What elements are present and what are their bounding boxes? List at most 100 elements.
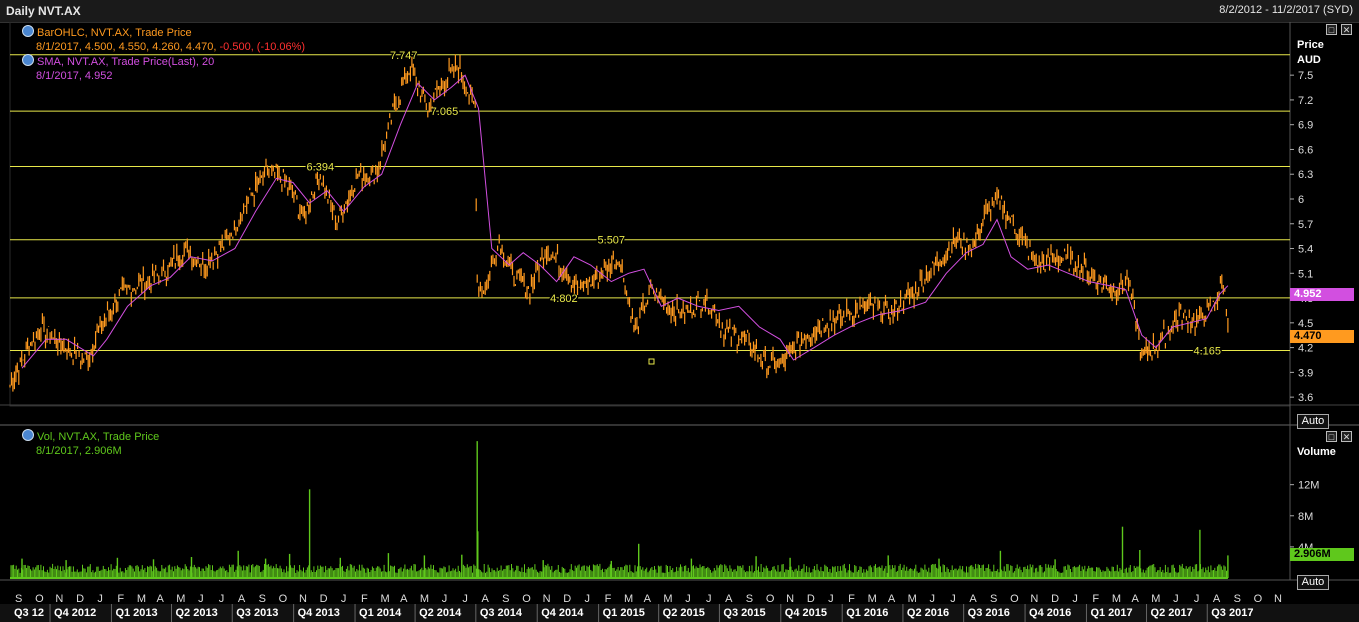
sma-line <box>21 74 1229 369</box>
price-axis-title: Price <box>1297 39 1324 51</box>
month-tick-label: J <box>462 593 468 605</box>
quarter-label: Q1 2015 <box>603 607 645 619</box>
month-tick-label: A <box>481 593 489 605</box>
month-tick-label: J <box>1194 593 1200 605</box>
sma-legend-value: 8/1/2017, 4.952 <box>36 70 113 82</box>
quarter-label: Q2 2014 <box>419 607 462 619</box>
volume-auto-scale-button[interactable]: Auto <box>1297 575 1329 590</box>
price-pane-close-icon[interactable]: ✕ <box>1341 24 1352 35</box>
month-tick-label: J <box>97 593 103 605</box>
month-tick-label: O <box>522 593 531 605</box>
price-tick-label: 7.5 <box>1298 70 1313 82</box>
month-tick-label: J <box>828 593 834 605</box>
ohlc-legend-values: 8/1/2017, 4.500, 4.550, 4.260, 4.470, <box>36 41 217 53</box>
month-tick-label: J <box>950 593 956 605</box>
volume-tick-label: 12M <box>1298 480 1319 492</box>
price-tick-label: 5.1 <box>1298 268 1313 280</box>
anchor-marker <box>648 358 655 365</box>
month-tick-label: J <box>685 593 691 605</box>
hline-label: 4.802 <box>550 293 578 305</box>
sma-value-pill: 4.952 <box>1290 288 1354 301</box>
month-tick-label: O <box>1254 593 1263 605</box>
hline-label: 5.507 <box>598 235 626 247</box>
price-tick-label: 3.6 <box>1298 392 1313 404</box>
price-tick-label: 4.5 <box>1298 318 1313 330</box>
month-tick-label: O <box>279 593 288 605</box>
month-tick-label: A <box>1132 593 1140 605</box>
date-range-label[interactable]: 8/2/2012 - 11/2/2017 (SYD) <box>1219 4 1353 16</box>
month-tick-label: J <box>585 593 591 605</box>
price-tick-label: 6 <box>1298 194 1304 206</box>
price-pane-maximize-icon[interactable]: □ <box>1326 24 1337 35</box>
month-tick-label: D <box>1051 593 1059 605</box>
hline-label: 6.394 <box>307 161 335 173</box>
month-tick-label: A <box>238 593 246 605</box>
month-tick-label: S <box>15 593 22 605</box>
month-tick-label: F <box>605 593 612 605</box>
sma-indicator-icon[interactable] <box>22 54 34 66</box>
month-tick-label: M <box>624 593 633 605</box>
price-tick-label: 6.3 <box>1298 169 1313 181</box>
last-volume-pill: 2.906M <box>1290 548 1354 561</box>
volume-legend: Vol, NVT.AX, Trade Price 8/1/2017, 2.906… <box>22 429 159 458</box>
month-tick-label: J <box>341 593 347 605</box>
price-axis-unit: AUD <box>1297 54 1321 66</box>
volume-indicator-icon[interactable] <box>22 429 34 441</box>
month-tick-label: J <box>442 593 448 605</box>
price-tick-label: 5.4 <box>1298 244 1313 256</box>
month-tick-label: A <box>400 593 408 605</box>
month-tick-label: F <box>848 593 855 605</box>
price-tick-label: 5.7 <box>1298 219 1313 231</box>
quarter-label: Q1 2014 <box>359 607 402 619</box>
price-tick-label: 6.6 <box>1298 144 1313 156</box>
month-tick-label: M <box>137 593 146 605</box>
volume-axis-title: Volume <box>1297 446 1336 458</box>
month-tick-label: D <box>76 593 84 605</box>
quarter-label: Q3 2013 <box>236 607 278 619</box>
price-auto-scale-button[interactable]: Auto <box>1297 414 1329 429</box>
month-tick-label: F <box>361 593 368 605</box>
month-tick-label: A <box>725 593 733 605</box>
month-tick-label: M <box>1112 593 1121 605</box>
hline-label: 7.065 <box>431 106 459 118</box>
price-tick-label: 7.2 <box>1298 95 1313 107</box>
window-title: Daily NVT.AX <box>6 4 81 18</box>
volume-bars-group <box>10 441 1229 578</box>
month-tick-label: A <box>888 593 896 605</box>
month-tick-label: A <box>156 593 164 605</box>
month-tick-label: N <box>543 593 551 605</box>
month-tick-label: N <box>55 593 63 605</box>
month-tick-label: N <box>1274 593 1282 605</box>
month-tick-label: O <box>766 593 775 605</box>
quarter-label: Q4 2014 <box>541 607 584 619</box>
quarter-label: Q4 2016 <box>1029 607 1071 619</box>
month-tick-label: J <box>706 593 712 605</box>
volume-tick-label: 8M <box>1298 511 1313 523</box>
quarter-label: Q4 2012 <box>54 607 96 619</box>
window-titlebar: Daily NVT.AX 8/2/2012 - 11/2/2017 (SYD) <box>0 0 1359 23</box>
month-tick-label: M <box>868 593 877 605</box>
month-tick-label: O <box>1010 593 1019 605</box>
quarter-label: Q4 2013 <box>298 607 340 619</box>
month-tick-label: F <box>117 593 124 605</box>
quarter-strip <box>0 604 1359 622</box>
month-tick-label: D <box>807 593 815 605</box>
quarter-label: Q3 2017 <box>1211 607 1253 619</box>
quarter-label: Q3 2015 <box>723 607 765 619</box>
month-tick-label: N <box>299 593 307 605</box>
month-tick-label: S <box>1234 593 1241 605</box>
quarter-label: Q4 2015 <box>785 607 827 619</box>
quarter-label: Q3 2014 <box>480 607 523 619</box>
month-tick-label: S <box>259 593 266 605</box>
chart-canvas[interactable]: 7.7477.0656.3945.5074.8024.1653.63.94.24… <box>0 22 1359 622</box>
quarter-label: Q1 2016 <box>846 607 888 619</box>
price-tick-label: 6.9 <box>1298 120 1313 132</box>
last-price-pill: 4.470 <box>1290 330 1354 343</box>
volume-pane-close-icon[interactable]: ✕ <box>1341 431 1352 442</box>
volume-pane-maximize-icon[interactable]: □ <box>1326 431 1337 442</box>
month-tick-label: A <box>1213 593 1221 605</box>
ohlc-indicator-icon[interactable] <box>22 25 34 37</box>
volume-legend-value: 8/1/2017, 2.906M <box>36 445 122 457</box>
month-tick-label: S <box>746 593 753 605</box>
volume-legend-title: Vol, NVT.AX, Trade Price <box>37 431 160 443</box>
